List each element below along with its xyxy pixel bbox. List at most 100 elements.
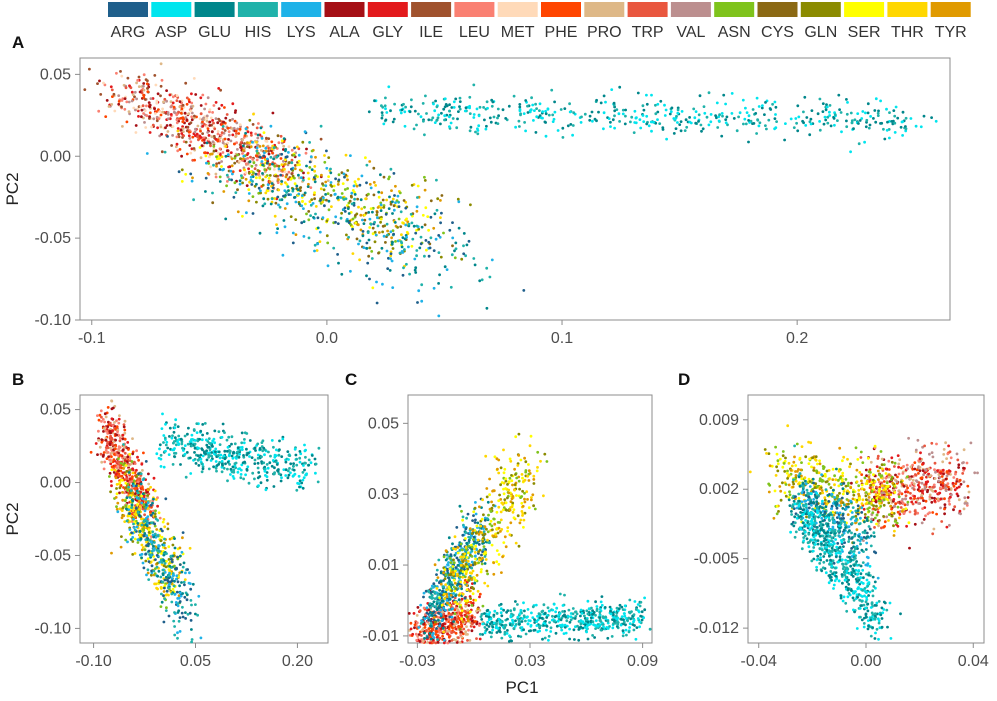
data-point [702, 105, 706, 108]
data-point [235, 454, 239, 458]
data-point [141, 104, 145, 108]
data-point [194, 603, 197, 606]
data-point [113, 421, 116, 424]
data-point [313, 243, 317, 247]
data-point [154, 498, 158, 501]
data-point [337, 173, 341, 177]
data-point [220, 155, 224, 159]
data-point [361, 234, 365, 238]
data-point [249, 131, 253, 135]
data-point [198, 437, 202, 441]
data-point [173, 546, 177, 550]
data-point [176, 580, 180, 584]
data-point [845, 119, 848, 123]
data-point [161, 110, 165, 114]
data-point [165, 124, 169, 127]
data-point [756, 118, 759, 122]
data-point [217, 430, 221, 433]
data-point [280, 152, 284, 156]
legend-label-tyr: TYR [935, 24, 967, 41]
data-point [174, 443, 178, 447]
data-point [253, 184, 257, 188]
data-point [162, 590, 166, 593]
data-point [157, 117, 161, 120]
data-point [100, 438, 104, 441]
data-point [257, 122, 260, 125]
data-point [250, 133, 253, 137]
data-point [452, 106, 456, 109]
data-point [134, 510, 138, 514]
data-point [123, 472, 127, 476]
data-point [737, 115, 740, 119]
data-point [539, 116, 543, 120]
data-point [170, 536, 174, 540]
data-point [417, 227, 421, 231]
data-point [314, 462, 318, 466]
data-point [535, 107, 538, 110]
data-point [423, 626, 427, 629]
data-point [523, 491, 526, 495]
data-point [234, 134, 238, 138]
data-point [269, 202, 273, 206]
data-point [231, 133, 235, 137]
data-point [169, 105, 173, 108]
data-point [471, 569, 475, 573]
data-point [119, 70, 122, 73]
data-point [521, 512, 525, 515]
data-point [326, 192, 330, 196]
data-point [251, 195, 255, 199]
data-point [310, 454, 314, 457]
data-point [405, 217, 408, 221]
data-point [193, 442, 197, 446]
data-point [501, 555, 504, 559]
data-point [137, 75, 141, 79]
data-point [882, 127, 885, 131]
data-point [236, 153, 239, 157]
data-point [474, 130, 477, 134]
data-point [527, 506, 531, 510]
data-point [398, 251, 402, 255]
data-point [343, 188, 347, 191]
data-point [371, 206, 375, 210]
data-point [144, 497, 148, 501]
data-point [333, 192, 337, 196]
data-point [179, 437, 183, 441]
data-point [207, 455, 211, 459]
data-point [117, 100, 121, 103]
data-point [155, 452, 159, 456]
data-point [448, 603, 452, 607]
legend-swatch-arg [108, 2, 148, 17]
data-point [248, 180, 252, 184]
data-point [156, 92, 160, 96]
data-point [478, 624, 481, 627]
data-point [544, 134, 548, 138]
data-point [153, 572, 157, 576]
data-point [310, 149, 314, 153]
data-point [391, 229, 395, 233]
data-point [645, 102, 649, 106]
legend-label-gln: GLN [804, 24, 837, 41]
data-point [227, 138, 230, 141]
data-point [277, 203, 280, 207]
data-point [128, 112, 132, 116]
data-point [126, 460, 129, 464]
data-point [443, 97, 447, 101]
data-point [181, 531, 185, 534]
data-point [883, 137, 887, 141]
data-point [98, 445, 102, 449]
data-point [273, 453, 277, 457]
data-point [840, 130, 843, 134]
data-point [444, 583, 448, 586]
data-point [196, 135, 200, 139]
data-point [588, 118, 592, 122]
data-point [121, 498, 125, 502]
data-point [452, 578, 456, 582]
data-point [207, 467, 211, 471]
data-point [359, 198, 363, 202]
data-point [415, 123, 418, 127]
data-point [526, 498, 529, 501]
data-point [388, 175, 391, 179]
data-point [136, 78, 140, 82]
data-point [271, 162, 274, 166]
data-point [453, 608, 457, 612]
